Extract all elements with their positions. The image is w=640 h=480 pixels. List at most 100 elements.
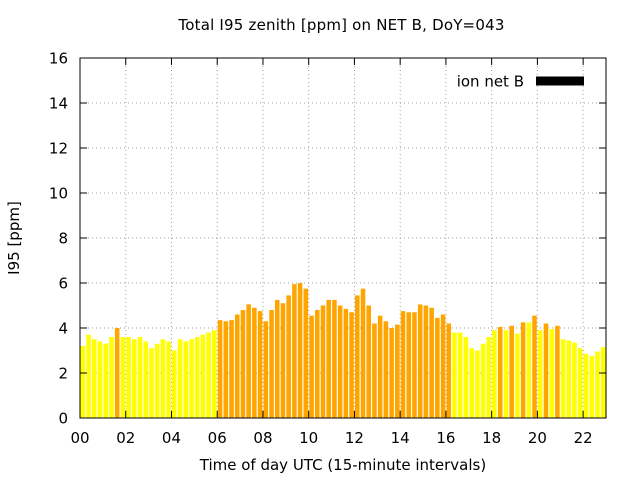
x-tick-label: 20 <box>528 429 547 447</box>
bar <box>274 299 280 419</box>
bar <box>223 321 229 418</box>
bar <box>92 339 97 418</box>
y-tick-label: 4 <box>58 320 68 338</box>
bar <box>103 343 109 418</box>
bar <box>137 337 143 418</box>
bar <box>589 356 594 419</box>
bar <box>452 332 457 418</box>
bar <box>234 314 240 418</box>
bar <box>309 315 314 419</box>
bar <box>126 337 131 418</box>
bar <box>400 311 406 419</box>
bar <box>177 339 183 418</box>
bar <box>149 348 154 418</box>
y-tick-label: 16 <box>49 50 68 68</box>
bar <box>206 332 211 418</box>
bar <box>440 314 446 418</box>
bar <box>377 315 383 419</box>
bar <box>189 339 194 418</box>
bar <box>560 339 566 418</box>
y-tick-label: 10 <box>49 185 68 203</box>
bar <box>200 334 206 418</box>
bar <box>492 330 497 418</box>
y-tick-label: 14 <box>49 95 68 113</box>
bar <box>497 326 503 419</box>
x-tick-label: 08 <box>253 429 272 447</box>
bar <box>406 312 412 418</box>
bar <box>86 334 91 418</box>
bar <box>572 342 577 419</box>
bar <box>583 353 589 419</box>
bar <box>154 343 160 418</box>
x-tick-label: 14 <box>391 429 410 447</box>
bar <box>183 341 189 418</box>
bar <box>263 321 269 418</box>
bar <box>577 348 583 418</box>
x-tick-label: 00 <box>70 429 89 447</box>
bar <box>132 339 137 418</box>
legend: ion net B <box>457 73 584 91</box>
bar <box>303 288 309 419</box>
bar <box>143 341 149 418</box>
bar <box>355 295 360 419</box>
x-tick-label: 04 <box>162 429 181 447</box>
bar <box>463 337 469 418</box>
bar <box>395 324 400 419</box>
bar <box>97 341 103 418</box>
bar <box>349 312 354 418</box>
bar <box>292 284 297 419</box>
bar <box>457 332 463 418</box>
bar <box>469 348 474 418</box>
x-tick-label: 18 <box>482 429 501 447</box>
bar <box>160 339 166 418</box>
bar <box>480 343 486 418</box>
bar <box>429 307 434 418</box>
bar <box>166 341 171 418</box>
bar-series <box>80 283 606 419</box>
bar <box>194 337 200 418</box>
bar <box>326 299 331 419</box>
bar <box>212 330 217 418</box>
bar <box>120 337 126 418</box>
legend-label: ion net B <box>457 73 524 91</box>
bar <box>286 295 291 419</box>
bar <box>555 325 560 418</box>
y-tick-label: 2 <box>58 365 68 383</box>
bar <box>515 333 520 419</box>
bar <box>372 323 377 418</box>
bar <box>543 323 549 418</box>
bar <box>332 299 337 419</box>
bar <box>509 325 514 418</box>
bar <box>537 330 543 418</box>
bar <box>520 322 526 419</box>
bar <box>320 305 326 418</box>
bar <box>532 315 537 419</box>
bar <box>389 328 394 418</box>
bar <box>80 346 86 418</box>
x-tick-label: 22 <box>574 429 593 447</box>
bar <box>172 350 177 418</box>
bar <box>566 340 572 419</box>
bar <box>343 308 349 419</box>
y-tick-label: 6 <box>58 275 68 293</box>
bar <box>526 322 532 419</box>
bar <box>217 320 223 419</box>
bar <box>252 307 257 418</box>
bar <box>366 305 372 418</box>
bar <box>114 328 120 418</box>
bar <box>549 329 554 419</box>
bar <box>109 337 114 418</box>
bar <box>486 337 492 418</box>
grid-lines <box>80 58 606 418</box>
bar <box>435 317 440 419</box>
bar <box>240 310 246 418</box>
bar <box>280 303 286 418</box>
x-tick-label: 06 <box>208 429 227 447</box>
bar <box>229 320 234 419</box>
bar <box>600 347 606 419</box>
chart-title: Total I95 zenith [ppm] on NET B, DoY=043 <box>178 16 505 34</box>
x-tick-label: 12 <box>345 429 364 447</box>
bar <box>446 323 452 418</box>
y-tick-label: 0 <box>58 410 68 428</box>
